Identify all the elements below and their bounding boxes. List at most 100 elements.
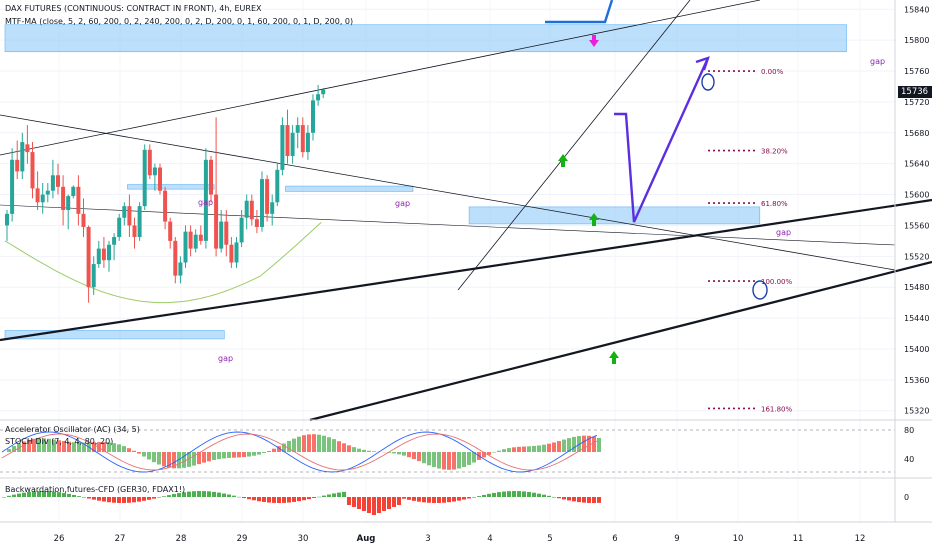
backwardation-bar — [107, 497, 111, 502]
backwardation-bar — [327, 494, 331, 497]
backwardation-bar — [152, 497, 156, 499]
candle-body — [107, 245, 111, 260]
candle-body — [250, 201, 254, 220]
backwardation-bar — [17, 494, 21, 497]
fib-level-label: 161.80% — [761, 405, 792, 413]
backwardation-legend: Backwardation,futures-CFD (GER30, FDAX1!… — [5, 485, 185, 494]
backwardation-bar — [557, 497, 561, 498]
candle-body — [102, 249, 106, 261]
backwardation-bar — [377, 497, 381, 513]
candle-body — [235, 242, 239, 262]
backwardation-bar — [422, 497, 426, 502]
backwardation-bar — [522, 491, 526, 497]
backwardation-bar — [412, 497, 416, 501]
ac-bar — [547, 444, 551, 452]
ac-bar — [562, 440, 566, 452]
ac-bar — [417, 452, 421, 461]
candle-body — [117, 218, 121, 237]
price-tick-label: 15360 — [904, 376, 929, 385]
backwardation-bar — [542, 495, 546, 497]
backwardation-bar — [537, 494, 541, 497]
candle-body — [25, 144, 29, 152]
candle-body — [280, 125, 284, 170]
ac-bar — [542, 445, 546, 452]
backwardation-bar — [147, 497, 151, 500]
gap-label: gap — [870, 57, 885, 66]
backwardation-bar — [417, 497, 421, 502]
backwardation-bar — [332, 493, 336, 497]
backwardation-bar — [387, 497, 391, 509]
time-tick-label: 29 — [237, 534, 248, 544]
price-tick-label: 15440 — [904, 314, 929, 323]
mtf-ma-legend: MTF-MA (close, 5, 2, 60, 200, 0, 2, 240,… — [5, 17, 353, 26]
ac-bar — [537, 445, 541, 452]
ac-bar — [432, 452, 436, 467]
backwardation-bar — [527, 492, 531, 497]
ac-bar — [152, 452, 156, 462]
ac-bar — [157, 452, 161, 465]
backwardation-bar — [137, 497, 141, 502]
time-tick-label: 3 — [425, 534, 430, 544]
backwardation-bar — [317, 497, 321, 498]
candle-body — [229, 245, 233, 263]
time-tick-label: 28 — [176, 534, 187, 544]
ac-bar — [372, 451, 376, 452]
candle-body — [275, 170, 279, 202]
ac-bar — [422, 452, 426, 463]
backwardation-bar — [362, 497, 366, 511]
ac-bar — [192, 452, 196, 466]
price-tick-label: 15400 — [904, 345, 929, 354]
candle-body — [158, 168, 162, 191]
gap-label: gap — [395, 199, 410, 208]
candle-body — [15, 160, 19, 172]
time-tick-label: Aug — [357, 534, 376, 544]
candle-body — [286, 125, 290, 156]
bw-tick-label: 0 — [904, 493, 909, 502]
ac-tick-label: 80 — [904, 426, 914, 435]
backwardation-bar — [352, 497, 356, 507]
ac-bar — [447, 452, 451, 470]
ac-bar — [592, 437, 596, 452]
ac-bar — [212, 452, 216, 460]
price-tick-label: 15720 — [904, 98, 929, 107]
ac-bar — [412, 452, 416, 459]
candle-body — [189, 232, 193, 249]
backwardation-bar — [492, 493, 496, 497]
backwardation-bar — [202, 491, 206, 497]
backwardation-bar — [197, 491, 201, 497]
backwardation-bar — [232, 496, 236, 497]
time-tick-label: 4 — [487, 534, 492, 544]
backwardation-bar — [207, 491, 211, 497]
ac-bar — [337, 441, 341, 452]
candle-body — [82, 214, 86, 227]
price-tick-label: 15680 — [904, 129, 929, 138]
candle-body — [148, 150, 152, 175]
ac-bar — [407, 452, 411, 457]
candle-body — [224, 222, 228, 245]
ac-bar — [357, 449, 361, 452]
backwardation-bar — [287, 497, 291, 503]
backwardation-bar — [192, 491, 196, 497]
gap-label: gap — [198, 198, 213, 207]
candle-body — [199, 235, 203, 241]
ac-bar — [402, 452, 406, 456]
backwardation-bar — [337, 493, 341, 497]
backwardation-bar — [357, 497, 361, 509]
candle-body — [133, 225, 137, 237]
ac-bar — [182, 452, 186, 468]
backwardation-bar — [102, 497, 106, 502]
ac-bar — [442, 452, 446, 469]
backwardation-bar — [72, 495, 76, 497]
backwardation-bar — [552, 497, 556, 498]
candle-body — [122, 206, 126, 218]
ac-bar — [262, 452, 266, 453]
ac-bar — [227, 452, 231, 458]
ac-bar — [362, 450, 366, 452]
candle-body — [138, 206, 142, 237]
price-tick-label: 15760 — [904, 67, 929, 76]
candle-body — [5, 214, 9, 226]
candle-body — [97, 249, 101, 264]
candle-body — [296, 125, 300, 133]
backwardation-bar — [127, 497, 131, 503]
